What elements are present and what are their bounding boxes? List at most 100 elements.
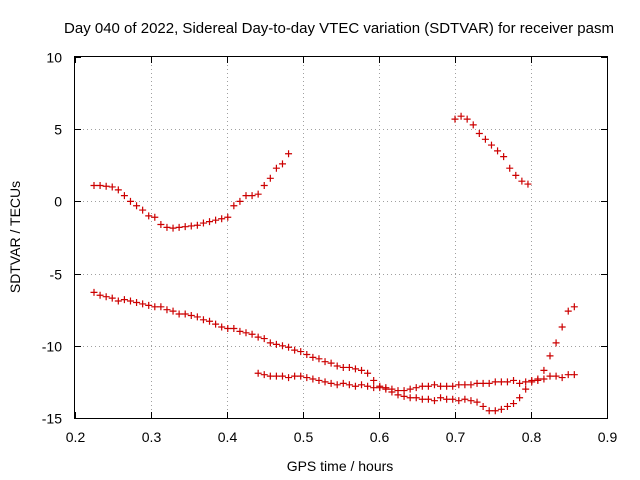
x-tick-label: 0.4 — [218, 429, 238, 445]
data-point — [473, 398, 481, 406]
data-point — [418, 395, 426, 403]
data-point — [461, 395, 469, 403]
data-point — [120, 192, 128, 200]
data-point — [479, 402, 487, 410]
data-point — [199, 219, 207, 227]
data-point — [339, 379, 347, 387]
data-point — [376, 384, 384, 392]
data-point — [114, 186, 122, 194]
data-point — [206, 218, 214, 226]
x-tick-label: 0.6 — [370, 429, 390, 445]
data-point — [297, 372, 305, 380]
data-point — [534, 376, 542, 384]
data-point — [230, 202, 238, 210]
data-point — [151, 213, 159, 221]
data-point — [266, 174, 274, 182]
data-point — [457, 112, 465, 120]
data-point — [169, 224, 177, 232]
data-point — [309, 375, 317, 383]
y-axis-label: SDTVAR / TECUs — [7, 181, 23, 293]
data-point — [260, 182, 268, 190]
data-point — [467, 381, 475, 389]
series-track-a — [90, 150, 293, 232]
data-point — [388, 385, 396, 393]
data-point — [412, 384, 420, 392]
data-point — [187, 222, 195, 230]
data-point — [491, 407, 499, 415]
data-point — [248, 330, 256, 338]
data-point — [175, 223, 183, 231]
data-points — [90, 112, 578, 415]
data-point — [497, 405, 505, 413]
series-track-c — [90, 288, 578, 415]
data-point — [430, 397, 438, 405]
data-point — [449, 395, 457, 403]
data-point — [96, 291, 104, 299]
data-point — [212, 216, 220, 224]
data-point — [303, 374, 311, 382]
data-point — [394, 387, 402, 395]
data-point — [540, 366, 548, 374]
data-point — [510, 400, 518, 408]
data-point — [449, 382, 457, 390]
data-point — [497, 378, 505, 386]
data-point — [552, 372, 560, 380]
data-point — [157, 221, 165, 229]
data-point — [491, 378, 499, 386]
y-tick-label: -15 — [42, 411, 62, 427]
data-point — [487, 141, 495, 149]
data-point — [291, 372, 299, 380]
data-point — [272, 372, 280, 380]
data-point — [236, 327, 244, 335]
data-point — [552, 339, 560, 347]
data-point — [126, 297, 134, 305]
data-point — [187, 311, 195, 319]
data-point — [278, 160, 286, 168]
data-point — [333, 381, 341, 389]
data-point — [96, 182, 104, 190]
y-tick-label: 5 — [54, 122, 62, 138]
data-point — [528, 376, 536, 384]
data-point — [455, 381, 463, 389]
data-point — [242, 329, 250, 337]
data-point — [163, 306, 171, 314]
data-point — [133, 298, 141, 306]
data-point — [278, 372, 286, 380]
data-point — [90, 182, 98, 190]
data-point — [522, 385, 530, 393]
data-point — [424, 382, 432, 390]
data-point — [364, 382, 372, 390]
data-point — [558, 323, 566, 331]
data-point — [546, 372, 554, 380]
data-point — [321, 378, 329, 386]
data-point — [522, 378, 530, 386]
data-point — [540, 375, 548, 383]
data-point — [570, 371, 578, 379]
data-point — [358, 366, 366, 374]
data-point — [443, 382, 451, 390]
data-point — [412, 394, 420, 402]
data-point — [102, 182, 110, 190]
data-point — [133, 202, 141, 210]
data-point — [297, 348, 305, 356]
data-point — [345, 363, 353, 371]
data-point — [339, 363, 347, 371]
data-point — [443, 395, 451, 403]
data-point — [469, 121, 477, 129]
data-point — [506, 164, 514, 172]
data-point — [364, 369, 372, 377]
data-point — [370, 376, 378, 384]
data-point — [479, 379, 487, 387]
data-point — [285, 374, 293, 382]
data-point — [218, 323, 226, 331]
data-point — [108, 294, 116, 302]
data-point — [516, 379, 524, 387]
data-point — [418, 382, 426, 390]
data-point — [254, 369, 262, 377]
data-point — [181, 223, 189, 231]
data-point — [102, 293, 110, 301]
data-point — [193, 221, 201, 229]
data-point — [503, 378, 511, 386]
data-point — [260, 371, 268, 379]
data-point — [424, 395, 432, 403]
